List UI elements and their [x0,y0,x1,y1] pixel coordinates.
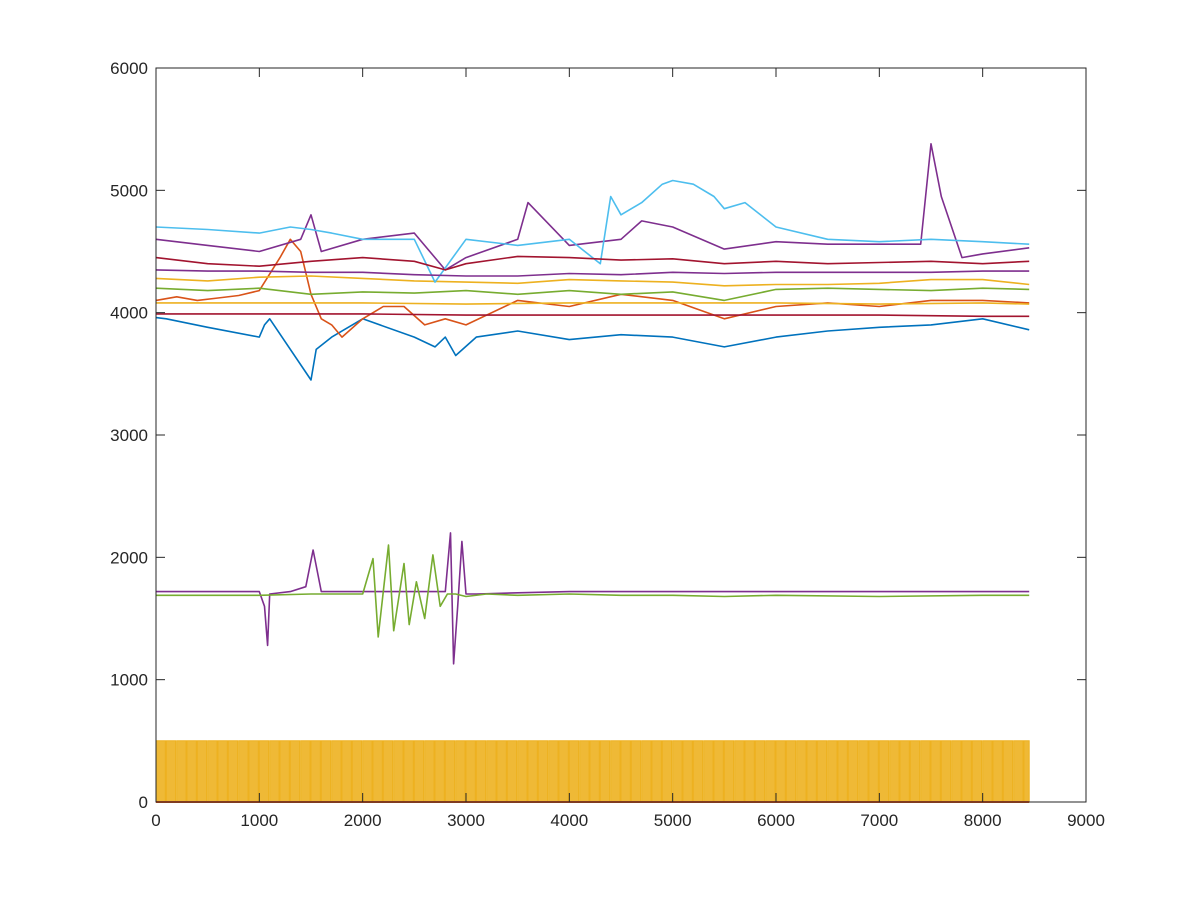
series-line-6 [155,179,1030,283]
y-tick-label: 6000 [110,59,148,78]
x-tick-label: 7000 [860,811,898,830]
plot-area [156,68,1086,802]
y-tick-label: 5000 [110,181,148,200]
series-line-3 [155,275,1030,287]
series-pulse-line [155,740,1030,803]
y-tick-label: 2000 [110,548,148,567]
x-tick-label: 4000 [550,811,588,830]
series-line-4 [155,143,1030,271]
x-tick-label: 1000 [240,811,278,830]
x-tick-label: 3000 [447,811,485,830]
x-tick-label: 0 [151,811,160,830]
y-tick-label: 4000 [110,304,148,323]
series-line-9 [156,302,1030,305]
axes: 0 1000 2000 3000 4000 5000 6000 7000 8000 9000 0 10… [110,59,1105,830]
x-tick-label: 8000 [964,811,1002,830]
x-tick-label: 6000 [757,811,795,830]
axes-box [155,67,1087,803]
x-tick-label: 2000 [344,811,382,830]
series-line-10 [156,313,1030,318]
y-tick-label: 0 [139,793,148,812]
series-line-2 [155,238,1030,338]
y-tick-label: 3000 [110,426,148,445]
series-line-12 [156,544,1030,638]
x-tick-label: 9000 [1067,811,1105,830]
series-line-8 [155,269,1030,277]
series-line-11 [156,532,1030,665]
series-layer [155,143,1030,803]
x-tick-label: 5000 [654,811,692,830]
series-line-5 [155,287,1030,302]
series-line-1 [155,316,1030,381]
y-tick-label: 1000 [110,671,148,690]
series-line-7 [155,255,1030,271]
